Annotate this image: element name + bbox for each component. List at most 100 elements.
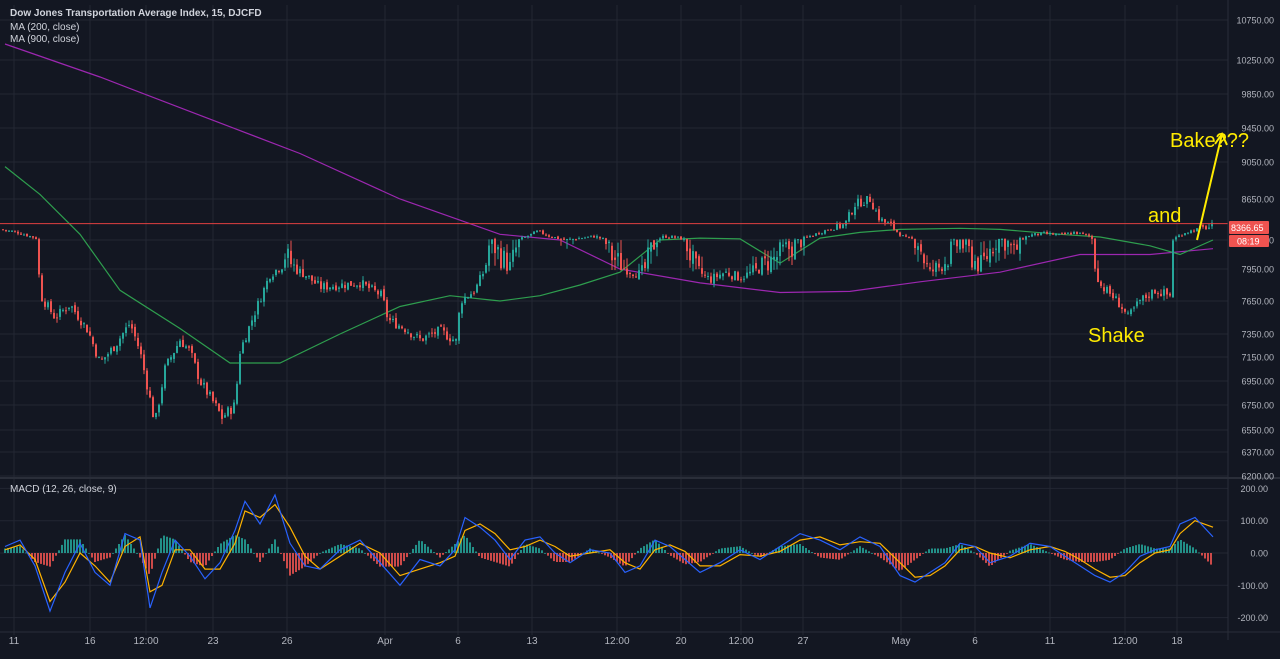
macd-histogram-bar	[451, 546, 453, 553]
time-tick-label: Apr	[377, 636, 393, 647]
macd-histogram-bar	[1156, 548, 1158, 553]
macd-histogram-bar	[277, 546, 279, 553]
macd-histogram-bar	[184, 553, 186, 555]
macd-histogram-bar	[613, 553, 615, 560]
macd-histogram-bar	[1120, 551, 1122, 553]
candle-body	[401, 326, 403, 329]
candle-body	[629, 273, 631, 274]
macd-histogram-bar	[1060, 553, 1062, 558]
macd-histogram-bar	[55, 553, 57, 556]
candle-body	[101, 358, 103, 360]
candle-body	[410, 333, 412, 338]
macd-histogram-bar	[1042, 549, 1044, 553]
candle-body	[95, 344, 97, 357]
macd-histogram-bar	[466, 537, 468, 553]
annotations[interactable]: Bake??? and Shake	[1088, 130, 1249, 347]
candle-body	[77, 311, 79, 320]
candle-body	[182, 339, 184, 347]
ma200-legend: MA (200, close)	[10, 22, 80, 33]
candle-body	[302, 269, 304, 277]
macd-histogram-bar	[598, 552, 600, 554]
candle-body	[65, 310, 67, 312]
macd-histogram-bar	[313, 553, 315, 559]
candle-body	[110, 347, 112, 354]
candle-body	[1127, 312, 1129, 314]
macd-histogram-bar	[916, 553, 918, 559]
candle-body	[956, 239, 958, 247]
macd-histogram-bar	[139, 553, 141, 558]
candle-body	[836, 222, 838, 230]
macd-histogram-bar	[1168, 548, 1170, 553]
macd-histogram-bar	[280, 553, 282, 554]
macd-axis[interactable]: 200.00 100.00 0.00 -100.00 -200.00	[1237, 484, 1268, 623]
candle-body	[701, 268, 703, 274]
candle-body	[266, 280, 268, 290]
candle-body	[554, 237, 556, 239]
candle-body	[671, 235, 673, 238]
time-axis[interactable]: 11 16 12:00 23 26 Apr 6 13 12:00 20 12:00 27 May 6 11 1…	[9, 636, 1183, 647]
candle-body	[869, 196, 871, 202]
candle-body	[521, 237, 523, 240]
macd-histogram-bar	[1180, 540, 1182, 553]
macd-histogram-bar	[73, 539, 75, 553]
candle-body	[413, 336, 415, 338]
macd-histogram-bar	[616, 553, 618, 562]
candle-body	[524, 236, 526, 238]
macd-histogram-bar	[268, 548, 270, 553]
candle-body	[794, 239, 796, 260]
candle-body	[1091, 236, 1093, 239]
candle-body	[899, 232, 901, 236]
candle-body	[617, 253, 619, 257]
ma900-line	[4, 43, 1214, 294]
price-tick-label: 6750.00	[1241, 401, 1274, 411]
macd-histogram-bar	[811, 552, 813, 553]
candle-body	[293, 264, 295, 266]
candle-body	[692, 251, 694, 264]
price-tick-label: 7150.00	[1241, 353, 1274, 363]
macd-histogram-bar	[664, 550, 666, 553]
macd-histogram-bar	[907, 553, 909, 566]
macd-histogram-bar	[148, 553, 150, 574]
macd-histogram-bar	[835, 553, 837, 560]
candle-body	[1175, 237, 1177, 240]
candle-body	[1040, 232, 1042, 236]
macd-histogram-bar	[880, 553, 882, 559]
candle-body	[1154, 290, 1156, 294]
macd-histogram-bar	[697, 553, 699, 563]
macd-histogram-bar	[496, 553, 498, 563]
macd-histogram-bar	[1105, 553, 1107, 561]
macd-histogram-bar	[607, 553, 609, 557]
macd-histogram-bar	[1171, 546, 1173, 553]
macd-histogram-bar	[1117, 553, 1119, 554]
candle-body	[1181, 235, 1183, 237]
candle-body	[1139, 300, 1141, 301]
macd-histogram-bar	[1189, 545, 1191, 553]
time-tick-label: May	[892, 636, 911, 647]
macd-histogram-bar	[559, 553, 561, 562]
candle-body	[926, 263, 928, 265]
candle-body	[155, 413, 157, 418]
candle-body	[1169, 293, 1171, 296]
time-tick-label: 27	[797, 636, 809, 647]
candle-body	[545, 234, 547, 236]
macd-histogram-bar	[601, 553, 603, 554]
candle-body	[287, 248, 289, 258]
candle-body	[8, 230, 10, 232]
macd-histogram-bar	[1009, 550, 1011, 553]
macd-histogram-bar	[799, 544, 801, 553]
macd-histogram-bar	[805, 548, 807, 553]
macd-histogram-bar	[493, 553, 495, 562]
candle-body	[1070, 233, 1072, 235]
candle-body	[230, 407, 232, 414]
candle-body	[716, 273, 718, 278]
candle-body	[707, 276, 709, 277]
candle-body	[251, 320, 253, 326]
candle-body	[257, 300, 259, 315]
candle-body	[560, 238, 562, 240]
candle-body	[491, 239, 493, 244]
macd-histogram-bar	[925, 551, 927, 553]
candle-body	[728, 272, 730, 276]
candle-body	[239, 353, 241, 384]
candle-body	[566, 239, 568, 240]
